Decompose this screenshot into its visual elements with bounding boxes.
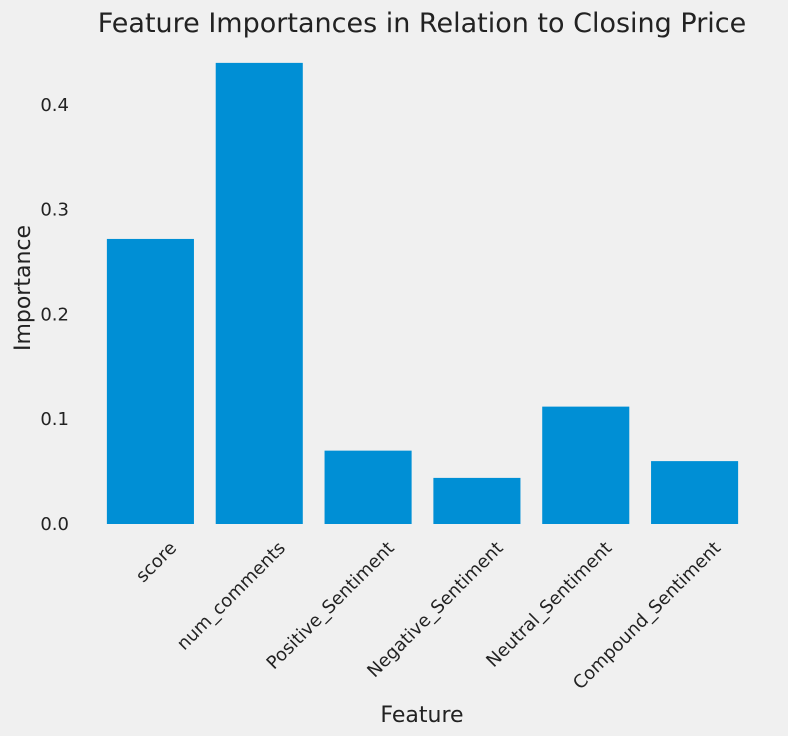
bar-positive-sentiment — [324, 450, 412, 524]
y-tick-group: 0.0 0.1 0.2 0.3 0.4 — [40, 95, 69, 535]
y-tick-label: 0.1 — [40, 409, 69, 430]
y-tick-label: 0.0 — [40, 514, 69, 535]
bar-negative-sentiment — [433, 477, 521, 524]
y-tick-label: 0.4 — [40, 95, 69, 116]
bar-compound-sentiment — [651, 461, 739, 524]
chart-title: Feature Importances in Relation to Closi… — [98, 8, 747, 39]
y-tick-label: 0.2 — [40, 304, 69, 325]
y-tick-label: 0.3 — [40, 200, 69, 221]
bar-neutral-sentiment — [542, 406, 630, 524]
y-axis-label: Importance — [11, 225, 36, 351]
bar-num-comments — [215, 62, 303, 524]
bar-score — [106, 238, 194, 524]
bar-group — [106, 62, 739, 524]
x-axis-label: Feature — [380, 703, 463, 728]
